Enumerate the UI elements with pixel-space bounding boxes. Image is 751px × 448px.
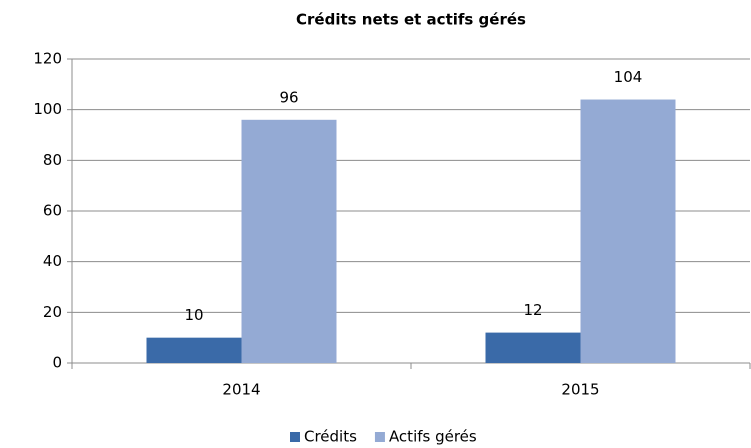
- bar: [146, 337, 242, 363]
- y-tick-label: 80: [43, 151, 62, 169]
- legend-label: Actifs gérés: [389, 428, 477, 446]
- y-tick-label: 100: [33, 100, 62, 118]
- y-tick-label: 120: [33, 50, 62, 68]
- y-tick-label: 60: [43, 202, 62, 220]
- data-label: 104: [614, 68, 643, 86]
- data-label: 12: [523, 301, 542, 319]
- legend-label: Crédits: [304, 428, 357, 446]
- data-label: 10: [184, 306, 203, 324]
- bar: [241, 119, 337, 363]
- bar: [580, 99, 676, 364]
- legend-swatch: [290, 432, 300, 442]
- y-tick-label: 20: [43, 303, 62, 321]
- legend-swatch: [374, 432, 385, 442]
- bar: [485, 332, 581, 363]
- y-tick-label: 40: [43, 252, 62, 270]
- x-tick-label: 2015: [561, 381, 599, 399]
- y-tick-label: 0: [52, 354, 62, 372]
- chart-title: Crédits nets et actifs gérés: [296, 11, 526, 29]
- x-tick-label: 2014: [222, 381, 260, 399]
- data-label: 96: [279, 88, 298, 106]
